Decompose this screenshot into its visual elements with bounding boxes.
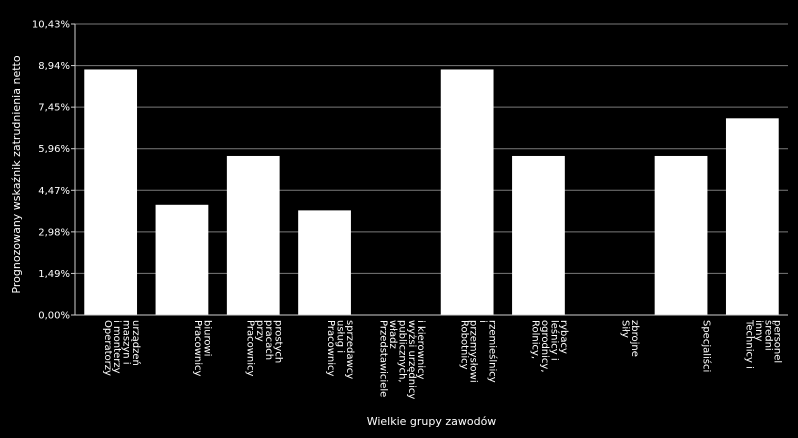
x-category-label-line: usług i	[335, 320, 346, 353]
x-category-label-line: Przedstawiciele	[378, 320, 389, 397]
x-axis-title: Wielkie grupy zawodów	[367, 415, 497, 428]
x-category-label-line: i monterzy	[111, 320, 122, 374]
x-category-label-line: leśnicy i	[548, 320, 560, 361]
x-category-label-line: ogrodnicy,	[539, 320, 550, 373]
y-axis-title: Prognozowany wskaźnik zatrudnienia netto	[10, 55, 23, 293]
bar	[512, 155, 565, 315]
x-category-label-line: rybacy	[558, 320, 569, 354]
x-category-label-line: władz	[387, 320, 398, 349]
x-category-label-line: pracach	[263, 320, 274, 360]
x-category-label-line: i kierownicy	[415, 320, 426, 379]
y-tick-label: 0,00%	[38, 311, 70, 322]
bar	[155, 204, 209, 315]
x-category-label-line: Siły	[620, 320, 631, 338]
bar	[298, 210, 351, 315]
x-category-label-line: maszyn i	[121, 320, 132, 365]
x-category-label-line: i	[477, 320, 488, 323]
x-category-label-line: wyżsi urzędnicy	[406, 320, 417, 399]
x-category-label-line: sprzedawcy	[344, 320, 355, 379]
x-category-label-line: prostych	[273, 320, 284, 363]
y-tick-label: 5,96%	[38, 144, 70, 155]
y-tick-label: 1,49%	[38, 269, 70, 280]
y-tick-label: 10,43%	[32, 20, 70, 31]
y-tick-label: 8,94%	[38, 61, 70, 72]
x-category-label-line: urządzeń	[130, 320, 142, 366]
x-category-label-line: zbrojne	[629, 320, 640, 357]
x-category-label-line: Technicy i	[744, 319, 755, 369]
x-category-label-line: Pracownicy	[325, 320, 336, 377]
x-category-label: Specjaliści	[700, 320, 712, 372]
y-tick-label: 2,98%	[38, 227, 70, 238]
y-axis-ticks: 0,00% 1,49% 2,98% 4,47% 5,96% 7,45% 8,94% 10,43…	[32, 20, 75, 322]
x-category-label-line: średni	[762, 320, 774, 351]
bar	[725, 118, 779, 315]
bar	[440, 69, 494, 315]
y-tick-label: 4,47%	[38, 186, 70, 197]
x-category-label-line: Operatorzy	[102, 320, 113, 376]
x-category-label-line: przy	[254, 320, 265, 342]
bar	[226, 155, 280, 315]
x-category-label-line: Robotnicy	[458, 320, 469, 370]
x-category-label-line: publicznych,	[396, 320, 407, 383]
bars	[84, 69, 779, 315]
x-category-label-line: personel	[772, 320, 783, 363]
bar	[84, 69, 138, 315]
bar	[654, 155, 708, 315]
y-tick-label: 7,45%	[38, 103, 70, 114]
x-category-label-line: przemysłowi	[468, 320, 479, 383]
x-category-label-line: Specjaliści	[700, 320, 712, 372]
x-category-label-line: inny	[753, 320, 764, 341]
x-category-label-line: biurowi	[201, 320, 212, 356]
x-category-label-line: Rolnicy,	[530, 320, 541, 359]
x-category-label-line: Pracownicy	[244, 320, 255, 377]
x-category-label-line: rzemieślnicy	[487, 320, 499, 383]
x-category-label-line: Pracownicy	[192, 320, 203, 377]
